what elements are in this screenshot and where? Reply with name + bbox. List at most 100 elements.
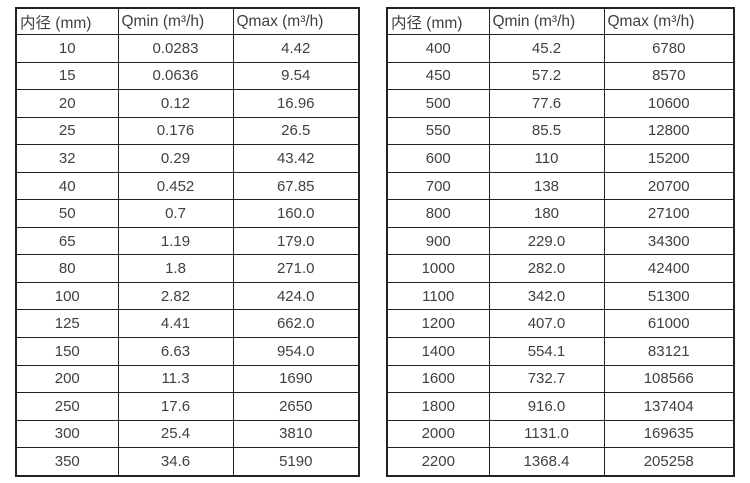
table-cell: 1368.4 bbox=[488, 447, 605, 477]
table-cell: 1100 bbox=[386, 281, 490, 311]
table-cell: 200 bbox=[15, 364, 119, 394]
table-cell: 12800 bbox=[603, 116, 735, 146]
table-cell: 916.0 bbox=[488, 392, 605, 421]
table-cell: 34300 bbox=[603, 226, 735, 256]
table-row: 700 138 20700 bbox=[386, 171, 735, 201]
table-cell: 350 bbox=[15, 447, 119, 477]
table-cell: 169635 bbox=[603, 419, 735, 449]
table-cell: 1131.0 bbox=[488, 419, 605, 449]
table-row: 400 45.2 6780 bbox=[386, 34, 735, 63]
table-cell: 2000 bbox=[386, 419, 490, 449]
table-row: 1200 407.0 61000 bbox=[386, 309, 735, 339]
table-cell: 10600 bbox=[603, 89, 735, 118]
flow-rate-table-large-diameters: 内径 (mm) Qmin (m³/h) Qmax (m³/h) 400 45.2 6… bbox=[386, 7, 735, 477]
header-inner-diameter: 内径 (mm) bbox=[386, 7, 490, 35]
table-row: 40 0.452 67.85 bbox=[15, 171, 360, 201]
table-cell: 8570 bbox=[603, 61, 735, 91]
table-cell: 15 bbox=[15, 61, 119, 91]
table-cell: 15200 bbox=[603, 144, 735, 173]
table-row: 15 0.0636 9.54 bbox=[15, 61, 360, 91]
table-row: 2000 1131.0 169635 bbox=[386, 419, 735, 449]
table-cell: 300 bbox=[15, 419, 119, 449]
table-cell: 6780 bbox=[603, 34, 735, 63]
table-cell: 800 bbox=[386, 199, 490, 228]
table-cell: 1600 bbox=[386, 364, 490, 394]
table-cell: 424.0 bbox=[232, 281, 360, 311]
table-cell: 160.0 bbox=[232, 199, 360, 228]
table-row: 80 1.8 271.0 bbox=[15, 254, 360, 283]
table-cell: 9.54 bbox=[232, 61, 360, 91]
table-cell: 954.0 bbox=[232, 337, 360, 366]
table-cell: 2200 bbox=[386, 447, 490, 477]
table-body: 400 45.2 6780 450 57.2 8570 500 77.6 10600 550 85.… bbox=[386, 34, 735, 477]
table-cell: 0.29 bbox=[117, 144, 234, 173]
table-cell: 100 bbox=[15, 281, 119, 311]
table-cell: 45.2 bbox=[488, 34, 605, 63]
table-cell: 0.452 bbox=[117, 171, 234, 201]
table-row: 10 0.0283 4.42 bbox=[15, 34, 360, 63]
table-cell: 500 bbox=[386, 89, 490, 118]
table-cell: 0.0283 bbox=[117, 34, 234, 63]
table-cell: 32 bbox=[15, 144, 119, 173]
table-cell: 77.6 bbox=[488, 89, 605, 118]
table-cell: 0.176 bbox=[117, 116, 234, 146]
table-header: 内径 (mm) Qmin (m³/h) Qmax (m³/h) bbox=[15, 7, 360, 35]
table-cell: 0.7 bbox=[117, 199, 234, 228]
table-cell: 5190 bbox=[232, 447, 360, 477]
table-cell: 125 bbox=[15, 309, 119, 339]
table-row: 1100 342.0 51300 bbox=[386, 281, 735, 311]
table-cell: 16.96 bbox=[232, 89, 360, 118]
table-cell: 3810 bbox=[232, 419, 360, 449]
table-row: 25 0.176 26.5 bbox=[15, 116, 360, 146]
table-cell: 65 bbox=[15, 226, 119, 256]
table-row: 800 180 27100 bbox=[386, 199, 735, 228]
table-row: 2200 1368.4 205258 bbox=[386, 447, 735, 477]
table-cell: 4.41 bbox=[117, 309, 234, 339]
table-cell: 342.0 bbox=[488, 281, 605, 311]
table-cell: 11.3 bbox=[117, 364, 234, 394]
table-cell: 150 bbox=[15, 337, 119, 366]
table-cell: 282.0 bbox=[488, 254, 605, 283]
table-row: 250 17.6 2650 bbox=[15, 392, 360, 421]
table-cell: 25 bbox=[15, 116, 119, 146]
table-cell: 110 bbox=[488, 144, 605, 173]
table-cell: 732.7 bbox=[488, 364, 605, 394]
table-cell: 27100 bbox=[603, 199, 735, 228]
table-cell: 550 bbox=[386, 116, 490, 146]
table-row: 450 57.2 8570 bbox=[386, 61, 735, 91]
table-cell: 26.5 bbox=[232, 116, 360, 146]
table-cell: 900 bbox=[386, 226, 490, 256]
table-cell: 1800 bbox=[386, 392, 490, 421]
table-cell: 137404 bbox=[603, 392, 735, 421]
table-row: 20 0.12 16.96 bbox=[15, 89, 360, 118]
table-cell: 20 bbox=[15, 89, 119, 118]
table-cell: 67.85 bbox=[232, 171, 360, 201]
table-cell: 10 bbox=[15, 34, 119, 63]
table-row: 200 11.3 1690 bbox=[15, 364, 360, 394]
table-row: 550 85.5 12800 bbox=[386, 116, 735, 146]
table-cell: 138 bbox=[488, 171, 605, 201]
table-cell: 108566 bbox=[603, 364, 735, 394]
table-row: 1000 282.0 42400 bbox=[386, 254, 735, 283]
table-row: 1600 732.7 108566 bbox=[386, 364, 735, 394]
table-row: 32 0.29 43.42 bbox=[15, 144, 360, 173]
table-row: 350 34.6 5190 bbox=[15, 447, 360, 477]
table-cell: 0.12 bbox=[117, 89, 234, 118]
table-header: 内径 (mm) Qmin (m³/h) Qmax (m³/h) bbox=[386, 7, 735, 35]
table-cell: 554.1 bbox=[488, 337, 605, 366]
table-cell: 600 bbox=[386, 144, 490, 173]
table-row: 100 2.82 424.0 bbox=[15, 281, 360, 311]
table-cell: 6.63 bbox=[117, 337, 234, 366]
table-cell: 61000 bbox=[603, 309, 735, 339]
table-cell: 34.6 bbox=[117, 447, 234, 477]
table-row: 900 229.0 34300 bbox=[386, 226, 735, 256]
header-qmin: Qmin (m³/h) bbox=[117, 7, 234, 35]
table-row: 65 1.19 179.0 bbox=[15, 226, 360, 256]
table-cell: 40 bbox=[15, 171, 119, 201]
table-body: 10 0.0283 4.42 15 0.0636 9.54 20 0.12 16.96 25 0.1… bbox=[15, 34, 360, 477]
header-qmin: Qmin (m³/h) bbox=[488, 7, 605, 35]
table-cell: 17.6 bbox=[117, 392, 234, 421]
table-cell: 42400 bbox=[603, 254, 735, 283]
table-cell: 1400 bbox=[386, 337, 490, 366]
